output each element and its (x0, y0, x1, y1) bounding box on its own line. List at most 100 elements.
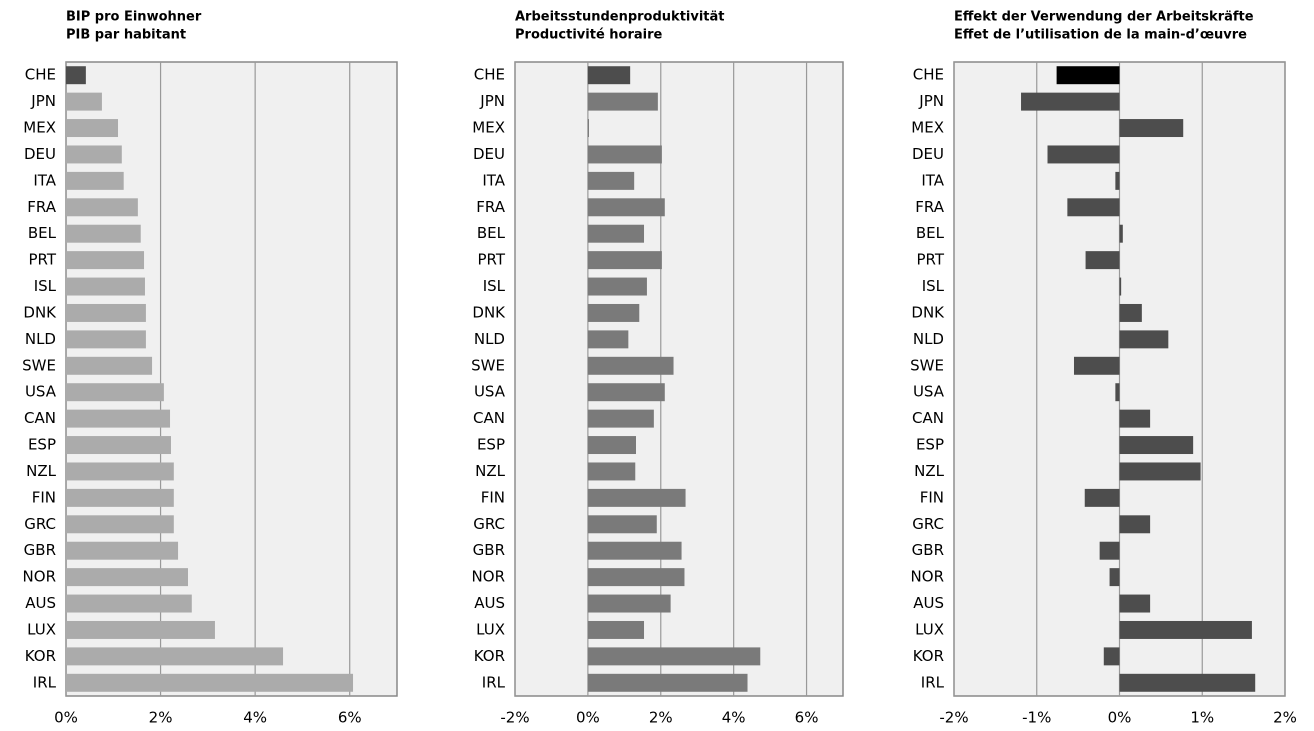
y-tick-label: GRC (912, 515, 944, 533)
bar (587, 330, 629, 349)
y-tick-label: ESP (28, 436, 56, 454)
x-tick-label: -2% (500, 709, 529, 727)
x-tick-label: 4% (243, 709, 267, 727)
y-tick-label: IRL (482, 673, 506, 691)
y-tick-label: USA (913, 383, 945, 401)
y-tick-label: FIN (32, 488, 56, 506)
bar (587, 488, 686, 507)
bar (1119, 462, 1201, 481)
y-tick-label: SWE (22, 356, 56, 374)
y-tick-label: FIN (481, 488, 505, 506)
y-tick-label: CHE (25, 66, 56, 84)
x-tick-label: 2% (649, 709, 673, 727)
bar (1084, 488, 1120, 507)
bar (587, 436, 636, 455)
y-tick-label: CHE (913, 66, 944, 84)
bar (587, 462, 636, 481)
x-tick-label: -2% (939, 709, 968, 727)
bar (1056, 66, 1120, 85)
bar (1119, 303, 1142, 322)
bar (66, 647, 284, 666)
bar (1119, 330, 1169, 349)
chart-title: Effekt der Verwendung der Arbeitskräfte (954, 10, 1254, 25)
y-tick-label: ISL (483, 277, 506, 295)
bar (587, 647, 761, 666)
bar (587, 92, 658, 111)
y-tick-label: GBR (24, 541, 56, 559)
bar (66, 594, 192, 613)
bar (66, 383, 164, 402)
bar (66, 251, 145, 270)
y-tick-label: ITA (482, 171, 505, 189)
y-tick-label: USA (474, 383, 506, 401)
y-tick-label: FRA (476, 198, 505, 216)
y-tick-label: KOR (474, 647, 505, 665)
bar (1085, 251, 1120, 270)
y-tick-label: IRL (33, 673, 57, 691)
bar (1119, 436, 1194, 455)
bar (66, 145, 122, 164)
y-tick-label: CAN (473, 409, 505, 427)
bar (1119, 224, 1123, 243)
y-tick-label: NOR (911, 568, 944, 586)
bar (587, 515, 657, 534)
y-tick-label: AUS (474, 594, 505, 612)
x-tick-label: -1% (1022, 709, 1051, 727)
bar (587, 356, 674, 375)
y-tick-label: FRA (915, 198, 944, 216)
y-tick-label: MEX (472, 119, 505, 137)
y-tick-label: MEX (23, 119, 56, 137)
y-tick-label: ISL (922, 277, 945, 295)
bar (1119, 673, 1256, 692)
y-tick-label: FIN (920, 488, 944, 506)
y-tick-label: CAN (912, 409, 944, 427)
y-tick-label: GBR (912, 541, 944, 559)
bar (66, 541, 179, 560)
bar (1119, 620, 1252, 639)
bar (66, 66, 86, 85)
bar (66, 673, 354, 692)
bar (66, 198, 138, 217)
x-tick-label: 0% (1108, 709, 1132, 727)
y-tick-label: BEL (28, 224, 57, 242)
y-tick-label: MEX (911, 119, 944, 137)
chart-subtitle: PIB par habitant (66, 28, 186, 43)
y-tick-label: FRA (27, 198, 56, 216)
bar (587, 620, 645, 639)
y-tick-label: PRT (28, 251, 56, 269)
bar (587, 224, 645, 243)
bar (66, 171, 124, 190)
bar (66, 224, 141, 243)
y-tick-label: DNK (911, 303, 945, 321)
bar (1021, 92, 1120, 111)
y-tick-label: SWE (471, 356, 505, 374)
y-tick-label: DEU (912, 145, 944, 163)
bar (1115, 383, 1120, 402)
y-tick-label: ITA (921, 171, 944, 189)
y-tick-label: GBR (473, 541, 505, 559)
bar (66, 620, 215, 639)
y-tick-label: DNK (23, 303, 57, 321)
bar (1119, 515, 1151, 534)
y-tick-label: NLD (913, 330, 944, 348)
y-tick-label: NZL (475, 462, 505, 480)
bar (587, 383, 665, 402)
x-tick-label: 0% (576, 709, 600, 727)
plot-area (514, 61, 844, 697)
bar (1115, 171, 1120, 190)
chart-title: BIP pro Einwohner (66, 10, 202, 25)
bar (587, 673, 748, 692)
y-tick-label: DEU (473, 145, 505, 163)
y-tick-label: JPN (918, 92, 944, 110)
y-tick-label: AUS (913, 594, 944, 612)
x-tick-label: 1% (1190, 709, 1214, 727)
bar (1067, 198, 1120, 217)
bar (66, 356, 153, 375)
bar (1119, 594, 1151, 613)
bar (66, 119, 119, 138)
bar (1119, 277, 1122, 296)
y-tick-label: GRC (473, 515, 505, 533)
chart-subtitle: Effet de l’utilisation de la main-d’œuvr… (954, 28, 1247, 43)
bar (1103, 647, 1120, 666)
y-tick-label: DNK (472, 303, 506, 321)
